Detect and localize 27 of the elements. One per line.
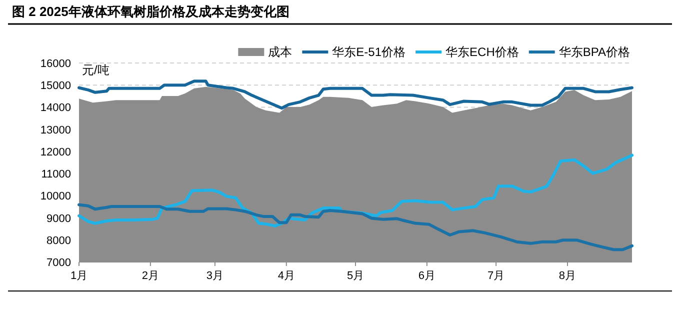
x-tick-label: 2月 [142,270,159,282]
y-tick-label: 14000 [40,102,71,114]
x-tick-label: 6月 [418,270,436,282]
y-tick-label: 8000 [46,234,71,247]
x-tick-label: 3月 [206,270,224,282]
x-tick-label: 8月 [558,270,576,282]
y-tick-label: 12000 [40,146,71,158]
y-tick-label: 7000 [46,257,71,269]
x-tick-label: 7月 [487,270,505,282]
legend-label: 华东BPA价格 [558,45,630,59]
legend-label: 华东E-51价格 [332,45,406,59]
line-series [78,80,634,110]
y-tick-label: 13000 [40,124,71,136]
y-tick-label: 16000 [40,58,71,70]
y-tick-label: 15000 [40,80,71,92]
y-axis-title: 元/吨 [82,63,110,77]
x-tick-label: 4月 [278,270,295,282]
y-tick-label: 10000 [40,190,71,203]
chart-title: 图 2 2025年液体环氧树脂价格及成本走势变化图 [12,4,290,19]
line-series [78,203,634,252]
y-tick-label: 11000 [41,168,71,181]
y-tick-label: 9000 [46,212,71,225]
x-tick-label: 1月 [70,270,88,282]
line-series [78,154,634,228]
x-tick-label: 5月 [346,270,364,282]
legend-label: 成本 [268,45,292,59]
legend-label: 华东ECH价格 [446,45,519,59]
